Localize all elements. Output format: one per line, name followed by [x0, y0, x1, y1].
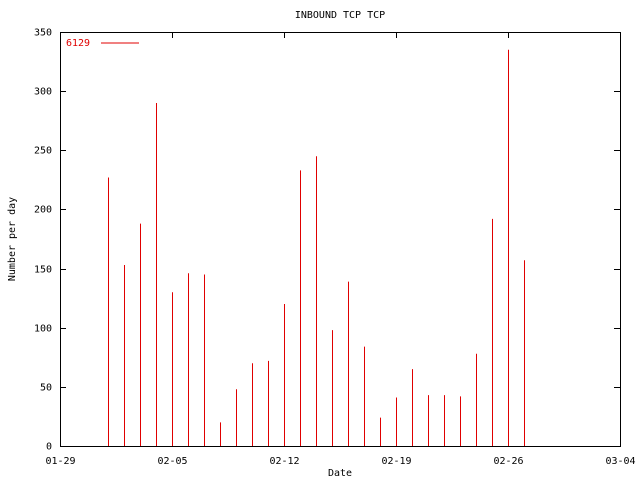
x-tick-label: 02-19 [381, 456, 411, 467]
x-tick-label: 02-12 [269, 456, 299, 467]
y-tick-label: 350 [34, 28, 52, 39]
x-axis-label: Date [328, 468, 352, 479]
x-tick-label: 03-04 [605, 456, 635, 467]
y-tick-label: 300 [34, 87, 52, 98]
plot-frame [60, 32, 621, 447]
y-axis-label: Number per day [7, 197, 18, 281]
x-tick-label: 02-05 [157, 456, 187, 467]
y-tick-label: 200 [34, 205, 52, 216]
chart-title: INBOUND TCP TCP [295, 10, 385, 21]
y-tick-label: 100 [34, 324, 52, 335]
y-tick-label: 150 [34, 265, 52, 276]
y-tick-label: 50 [40, 383, 52, 394]
y-tick-label: 250 [34, 146, 52, 157]
x-tick-label: 01-29 [45, 456, 75, 467]
x-tick-label: 02-26 [493, 456, 523, 467]
y-tick-label: 0 [46, 442, 52, 453]
legend-label: 6129 [66, 38, 90, 49]
